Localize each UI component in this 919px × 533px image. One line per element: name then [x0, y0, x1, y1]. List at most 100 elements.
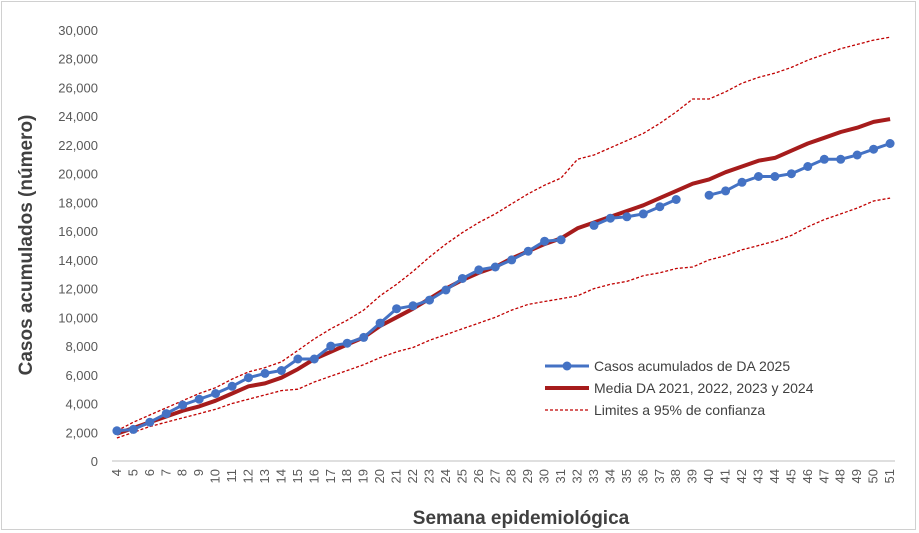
x-tick-label: 13	[257, 469, 272, 483]
y-axis-title: Casos acumulados (número)	[16, 115, 37, 376]
x-tick-label: 39	[685, 469, 700, 483]
y-tick-label: 4,000	[65, 397, 98, 412]
y-tick-label: 20,000	[58, 167, 98, 182]
casos-2025-point	[622, 212, 632, 222]
casos-2025-point	[161, 409, 171, 419]
casos-2025-point	[655, 202, 665, 212]
legend: Casos acumulados de DA 2025 Media DA 202…	[545, 358, 814, 418]
y-tick-label: 2,000	[65, 425, 98, 440]
y-tick-label: 26,000	[58, 80, 98, 95]
casos-2025-point	[671, 195, 681, 204]
x-tick-label: 36	[635, 469, 650, 483]
y-tick-label: 24,000	[58, 109, 98, 124]
x-tick-label: 21	[389, 469, 404, 483]
x-tick-label: 7	[158, 469, 173, 476]
x-tick-label: 35	[619, 469, 634, 483]
x-tick-label: 27	[487, 469, 502, 483]
casos-2025-point	[721, 186, 731, 196]
x-tick-label: 16	[306, 469, 321, 483]
casos-2025-point	[852, 150, 862, 160]
casos-2025-point	[227, 381, 237, 391]
legend-label-media: Media DA 2021, 2022, 2023 y 2024	[594, 380, 814, 396]
x-tick-label: 19	[356, 469, 371, 483]
x-tick-label: 38	[668, 469, 683, 483]
casos-2025-point	[457, 274, 467, 283]
casos-2025-series-line	[116, 238, 562, 433]
casos-2025-point	[326, 341, 336, 351]
x-tick-label: 51	[882, 469, 897, 483]
y-tick-label: 6,000	[65, 368, 98, 383]
casos-2025-point	[112, 426, 122, 436]
x-tick-label: 26	[471, 469, 486, 483]
x-tick-label: 48	[833, 469, 848, 483]
legend-item-media: Media DA 2021, 2022, 2023 y 2024	[545, 380, 814, 396]
x-tick-label: 20	[372, 469, 387, 483]
casos-2025-point	[754, 172, 763, 181]
x-tick-label: 23	[421, 469, 436, 483]
x-axis-ticks: 4 5 6 7 8 9 10 11 12 13 14 15 16 17 18 19 20 21 22 23 24 25 26…	[109, 469, 897, 483]
casos-2025-point	[309, 354, 319, 364]
y-tick-label: 18,000	[58, 195, 98, 210]
y-tick-label: 0	[91, 454, 98, 469]
legend-label-limites: Limites a 95% de confianza	[594, 402, 765, 418]
casos-2025-point	[737, 177, 747, 187]
legend-item-casos: Casos acumulados de DA 2025	[545, 358, 790, 374]
x-tick-label: 10	[208, 469, 223, 483]
x-tick-label: 15	[290, 469, 305, 483]
casos-2025-point	[589, 220, 599, 230]
casos-2025-point	[178, 400, 188, 410]
x-tick-label: 32	[570, 469, 585, 483]
casos-2025-point	[260, 368, 270, 378]
casos-2025-point	[425, 295, 434, 305]
casos-2025-point	[507, 255, 517, 265]
legend-marker-casos	[562, 361, 572, 371]
casos-2025-point	[836, 154, 846, 164]
casos-2025-point	[441, 285, 451, 295]
casos-2025-point	[276, 366, 286, 375]
x-tick-label: 4	[109, 469, 124, 476]
x-tick-label: 50	[866, 469, 881, 483]
x-tick-label: 5	[125, 469, 140, 476]
casos-2025-point	[490, 262, 500, 272]
x-tick-label: 49	[849, 469, 864, 483]
x-tick-label: 47	[816, 469, 831, 483]
casos-2025-point	[770, 172, 780, 181]
x-tick-label: 11	[224, 469, 239, 483]
x-tick-label: 24	[438, 469, 453, 483]
x-tick-label: 40	[701, 469, 716, 483]
casos-2025-point	[342, 338, 352, 348]
y-tick-label: 12,000	[58, 282, 98, 297]
x-tick-label: 22	[405, 469, 420, 483]
casos-2025-point	[408, 301, 418, 311]
casos-2025-point	[523, 246, 533, 256]
casos-2025-point	[244, 373, 253, 383]
y-tick-label: 14,000	[58, 253, 98, 268]
x-tick-label: 12	[241, 469, 256, 483]
x-tick-label: 8	[175, 469, 190, 476]
x-tick-label: 9	[191, 469, 206, 476]
x-tick-label: 25	[454, 469, 469, 483]
casos-2025-point	[704, 190, 714, 200]
x-tick-label: 33	[586, 469, 601, 483]
casos-2025-point	[556, 235, 566, 245]
confidence-limit-lower-line	[116, 197, 891, 439]
casos-2025-point	[605, 213, 615, 223]
x-tick-label: 42	[734, 469, 749, 483]
series-layer	[112, 36, 895, 439]
y-tick-label: 30,000	[58, 23, 98, 38]
casos-2025-point	[474, 265, 484, 275]
casos-2025-point	[375, 318, 385, 328]
casos-2025-point	[359, 332, 369, 342]
casos-2025-point	[145, 417, 155, 427]
legend-label-casos: Casos acumulados de DA 2025	[594, 358, 790, 374]
y-tick-label: 8,000	[65, 339, 98, 354]
casos-2025-point	[392, 304, 402, 314]
casos-2025-point	[885, 139, 895, 148]
x-tick-label: 44	[767, 469, 782, 483]
x-tick-label: 18	[339, 469, 354, 483]
y-tick-label: 28,000	[58, 52, 98, 67]
x-tick-label: 41	[718, 469, 733, 483]
casos-2025-point	[128, 424, 138, 434]
y-tick-label: 10,000	[58, 310, 98, 325]
